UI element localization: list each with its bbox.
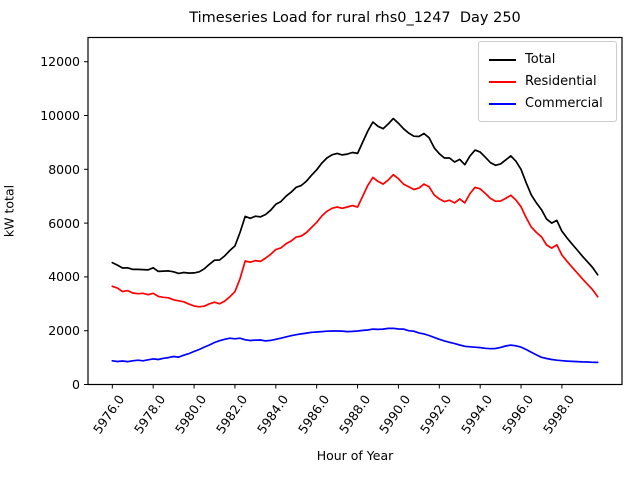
residential-line-swatch: [489, 80, 516, 84]
residential-line: [111, 173, 599, 308]
total-line: [111, 117, 599, 276]
commercial-line: [111, 327, 599, 364]
y-tick-label: 0: [72, 377, 80, 392]
y-tick-label: 12000: [40, 54, 80, 70]
y-tick-label: 6000: [48, 215, 80, 231]
y-axis-label: kW total: [1, 184, 17, 238]
axes-spines: [87, 36, 623, 386]
commercial-line-swatch: [489, 102, 516, 106]
total-line-swatch: [489, 58, 516, 62]
y-tick-label: 4000: [48, 269, 80, 285]
legend-entry-total: Total: [489, 49, 608, 71]
y-tick-label: 2000: [48, 323, 80, 339]
legend-label-residential: Residential: [525, 74, 597, 89]
y-tick-label: 10000: [40, 108, 80, 123]
legend-entry-residential: Residential: [489, 71, 608, 93]
legend-label-total: Total: [525, 52, 556, 67]
y-tick-label: 8000: [48, 161, 80, 177]
chart-title: Timeseries Load for rural rhs0_1247 Day …: [189, 10, 521, 26]
legend-entry-commercial: Commercial: [489, 93, 608, 115]
legend: Total Residential Commercial: [478, 41, 617, 122]
x-axis-label: Hour of Year: [316, 448, 394, 463]
legend-label-commercial: Commercial: [525, 96, 603, 111]
